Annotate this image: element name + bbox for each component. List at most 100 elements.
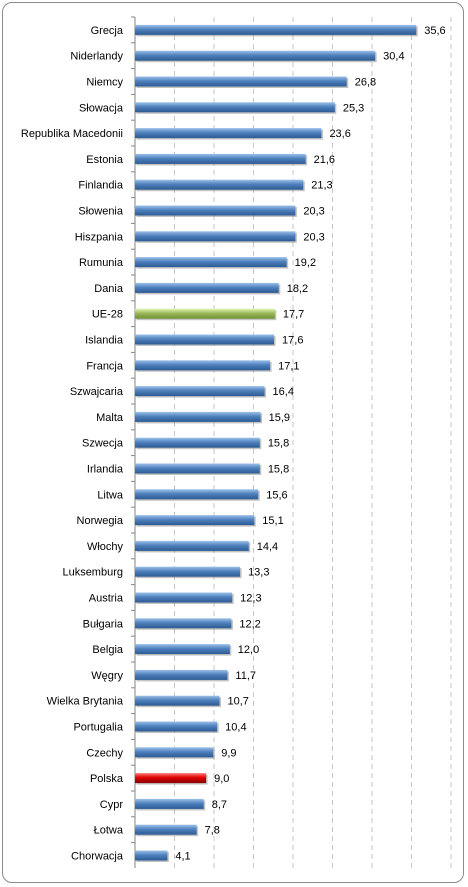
value-label: 10,7 (228, 696, 249, 708)
category-label: Austria (89, 593, 124, 605)
bar (135, 411, 261, 422)
bar (135, 489, 259, 500)
bar (135, 540, 249, 551)
category-label: Polska (90, 773, 124, 785)
bar (135, 850, 168, 861)
value-label: 15,9 (269, 412, 290, 424)
value-label: 30,4 (383, 51, 404, 63)
category-label: Irlandia (87, 464, 124, 476)
category-label: Słowenia (78, 206, 124, 218)
value-label: 8,7 (212, 799, 227, 811)
value-label: 15,6 (266, 489, 287, 501)
bar (135, 644, 230, 655)
bar (135, 592, 233, 603)
value-label: 17,1 (278, 360, 299, 372)
value-label: 13,3 (248, 567, 269, 579)
bar (135, 153, 306, 164)
category-label: Bułgaria (83, 618, 124, 630)
category-label: Belgia (92, 644, 123, 656)
bar (135, 669, 228, 680)
category-label: Niderlandy (70, 51, 123, 63)
bar (135, 798, 204, 809)
category-label: Grecja (91, 25, 124, 37)
bar (135, 282, 279, 293)
bar (135, 773, 207, 784)
bar (135, 695, 220, 706)
bar (135, 437, 260, 448)
category-label: Estonia (86, 154, 124, 166)
bar (135, 747, 214, 758)
category-label: Norwegia (77, 515, 124, 527)
category-label: Słowacja (79, 102, 124, 114)
category-label: UE-28 (92, 309, 123, 321)
value-label: 7,8 (205, 825, 220, 837)
category-label: Szwecja (82, 438, 124, 450)
bar (135, 308, 275, 319)
value-label: 4,1 (175, 851, 190, 863)
category-label: Czechy (86, 747, 123, 759)
value-label: 9,0 (214, 773, 229, 785)
category-label: Włochy (87, 541, 124, 553)
category-label: Portugalia (73, 722, 123, 734)
category-label: Republika Macedonii (21, 128, 123, 140)
bar (135, 721, 218, 732)
value-label: 17,7 (283, 309, 304, 321)
value-label: 18,2 (287, 283, 308, 295)
category-label: Finlandia (78, 180, 124, 192)
bar (135, 386, 265, 397)
bar (135, 128, 322, 139)
bar (135, 205, 296, 216)
value-label: 23,6 (329, 128, 350, 140)
value-label: 15,8 (268, 464, 289, 476)
category-label: Niemcy (86, 77, 123, 89)
value-label: 11,7 (235, 670, 256, 682)
value-label: 16,4 (273, 386, 294, 398)
value-label: 15,1 (262, 515, 283, 527)
category-label: Dania (94, 283, 124, 295)
bar (135, 50, 376, 61)
category-label: Wielka Brytania (47, 696, 124, 708)
bars: Grecja 35,6 Niderlandy 30,4 Niemcy 26,8 Słowac… (21, 16, 446, 863)
value-label: 25,3 (343, 102, 364, 114)
category-label: Luksemburg (62, 567, 123, 579)
bar (135, 515, 255, 526)
bar (135, 566, 241, 577)
category-label: Cypr (100, 799, 124, 811)
value-label: 15,8 (268, 438, 289, 450)
category-label: Hiszpania (75, 231, 124, 243)
bar (135, 334, 275, 345)
value-label: 20,3 (303, 206, 324, 218)
category-label: Rumunia (79, 257, 124, 269)
category-label: Szwajcaria (70, 386, 124, 398)
bar (135, 618, 232, 629)
value-label: 12,2 (239, 618, 260, 630)
category-label: Łotwa (94, 825, 124, 837)
bar (135, 463, 260, 474)
value-label: 12,0 (238, 644, 259, 656)
value-label: 20,3 (303, 231, 324, 243)
bar (135, 76, 347, 87)
bar (135, 179, 304, 190)
value-label: 21,6 (314, 154, 335, 166)
value-label: 10,4 (225, 722, 246, 734)
bar (135, 102, 335, 113)
value-label: 14,4 (257, 541, 278, 553)
value-label: 9,9 (221, 747, 236, 759)
value-label: 17,6 (282, 335, 303, 347)
category-label: Chorwacja (71, 851, 124, 863)
value-label: 26,8 (355, 77, 376, 89)
category-label: Islandia (85, 335, 124, 347)
value-label: 19,2 (295, 257, 316, 269)
category-label: Francja (86, 360, 124, 372)
category-label: Malta (96, 412, 124, 424)
value-label: 12,3 (240, 593, 261, 605)
bar (135, 824, 197, 835)
bar (135, 24, 417, 35)
category-label: Węgry (91, 670, 123, 682)
value-label: 21,3 (311, 180, 332, 192)
category-label: Litwa (97, 489, 124, 501)
bar (135, 231, 296, 242)
bar (135, 360, 271, 371)
value-label: 35,6 (424, 25, 445, 37)
